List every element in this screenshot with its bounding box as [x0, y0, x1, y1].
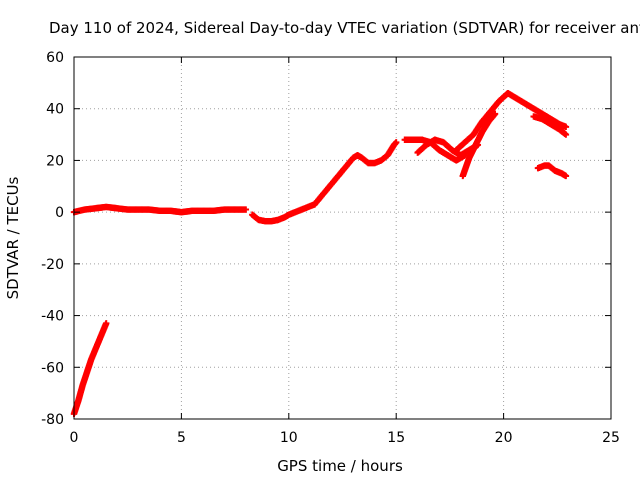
y-tick-label: -60	[41, 360, 64, 376]
series-descent-start	[70, 320, 110, 418]
plot-frame	[73, 56, 612, 420]
y-tick-label: -80	[41, 412, 64, 428]
grid-layer	[74, 57, 611, 419]
x-tick-label: 20	[495, 430, 513, 446]
series-rise-to-peak	[453, 90, 512, 154]
ticks-layer: 0 5 10 15 20 25 -80 -60 -40 -20 0 20 40 60	[41, 50, 620, 446]
series-late-small	[534, 162, 570, 180]
y-tick-label: 0	[55, 205, 64, 221]
series-flat-morning	[70, 203, 250, 216]
series-dip-midday	[249, 201, 318, 225]
data-point	[103, 320, 110, 327]
data-point	[242, 206, 250, 213]
series-secondary-16-18	[414, 136, 482, 159]
y-axis-label: SDTVAR / TECUs	[4, 176, 22, 299]
x-tick-label: 0	[70, 430, 79, 446]
x-axis-label: GPS time / hours	[277, 457, 403, 475]
y-tick-label: 40	[46, 102, 64, 118]
data-point	[562, 172, 570, 180]
series-rise-afternoon	[311, 139, 400, 208]
chart-title: Day 110 of 2024, Sidereal Day-to-day VTE…	[49, 19, 640, 37]
y-tick-label: 20	[46, 153, 64, 169]
data-point	[562, 123, 570, 131]
data-marks	[70, 90, 570, 418]
series-decline-lower	[530, 113, 570, 138]
series-late-rise	[459, 110, 499, 180]
x-tick-label: 25	[602, 430, 620, 446]
x-tick-label: 5	[177, 430, 186, 446]
data-point	[491, 110, 499, 118]
x-tick-label: 10	[280, 430, 298, 446]
x-tick-label: 15	[387, 430, 405, 446]
series-decline-evening	[504, 90, 570, 131]
y-tick-label: -40	[41, 309, 64, 325]
y-tick-label: 60	[46, 50, 64, 66]
y-tick-label: -20	[41, 257, 64, 273]
data-point	[393, 139, 400, 146]
data-point	[562, 131, 570, 138]
